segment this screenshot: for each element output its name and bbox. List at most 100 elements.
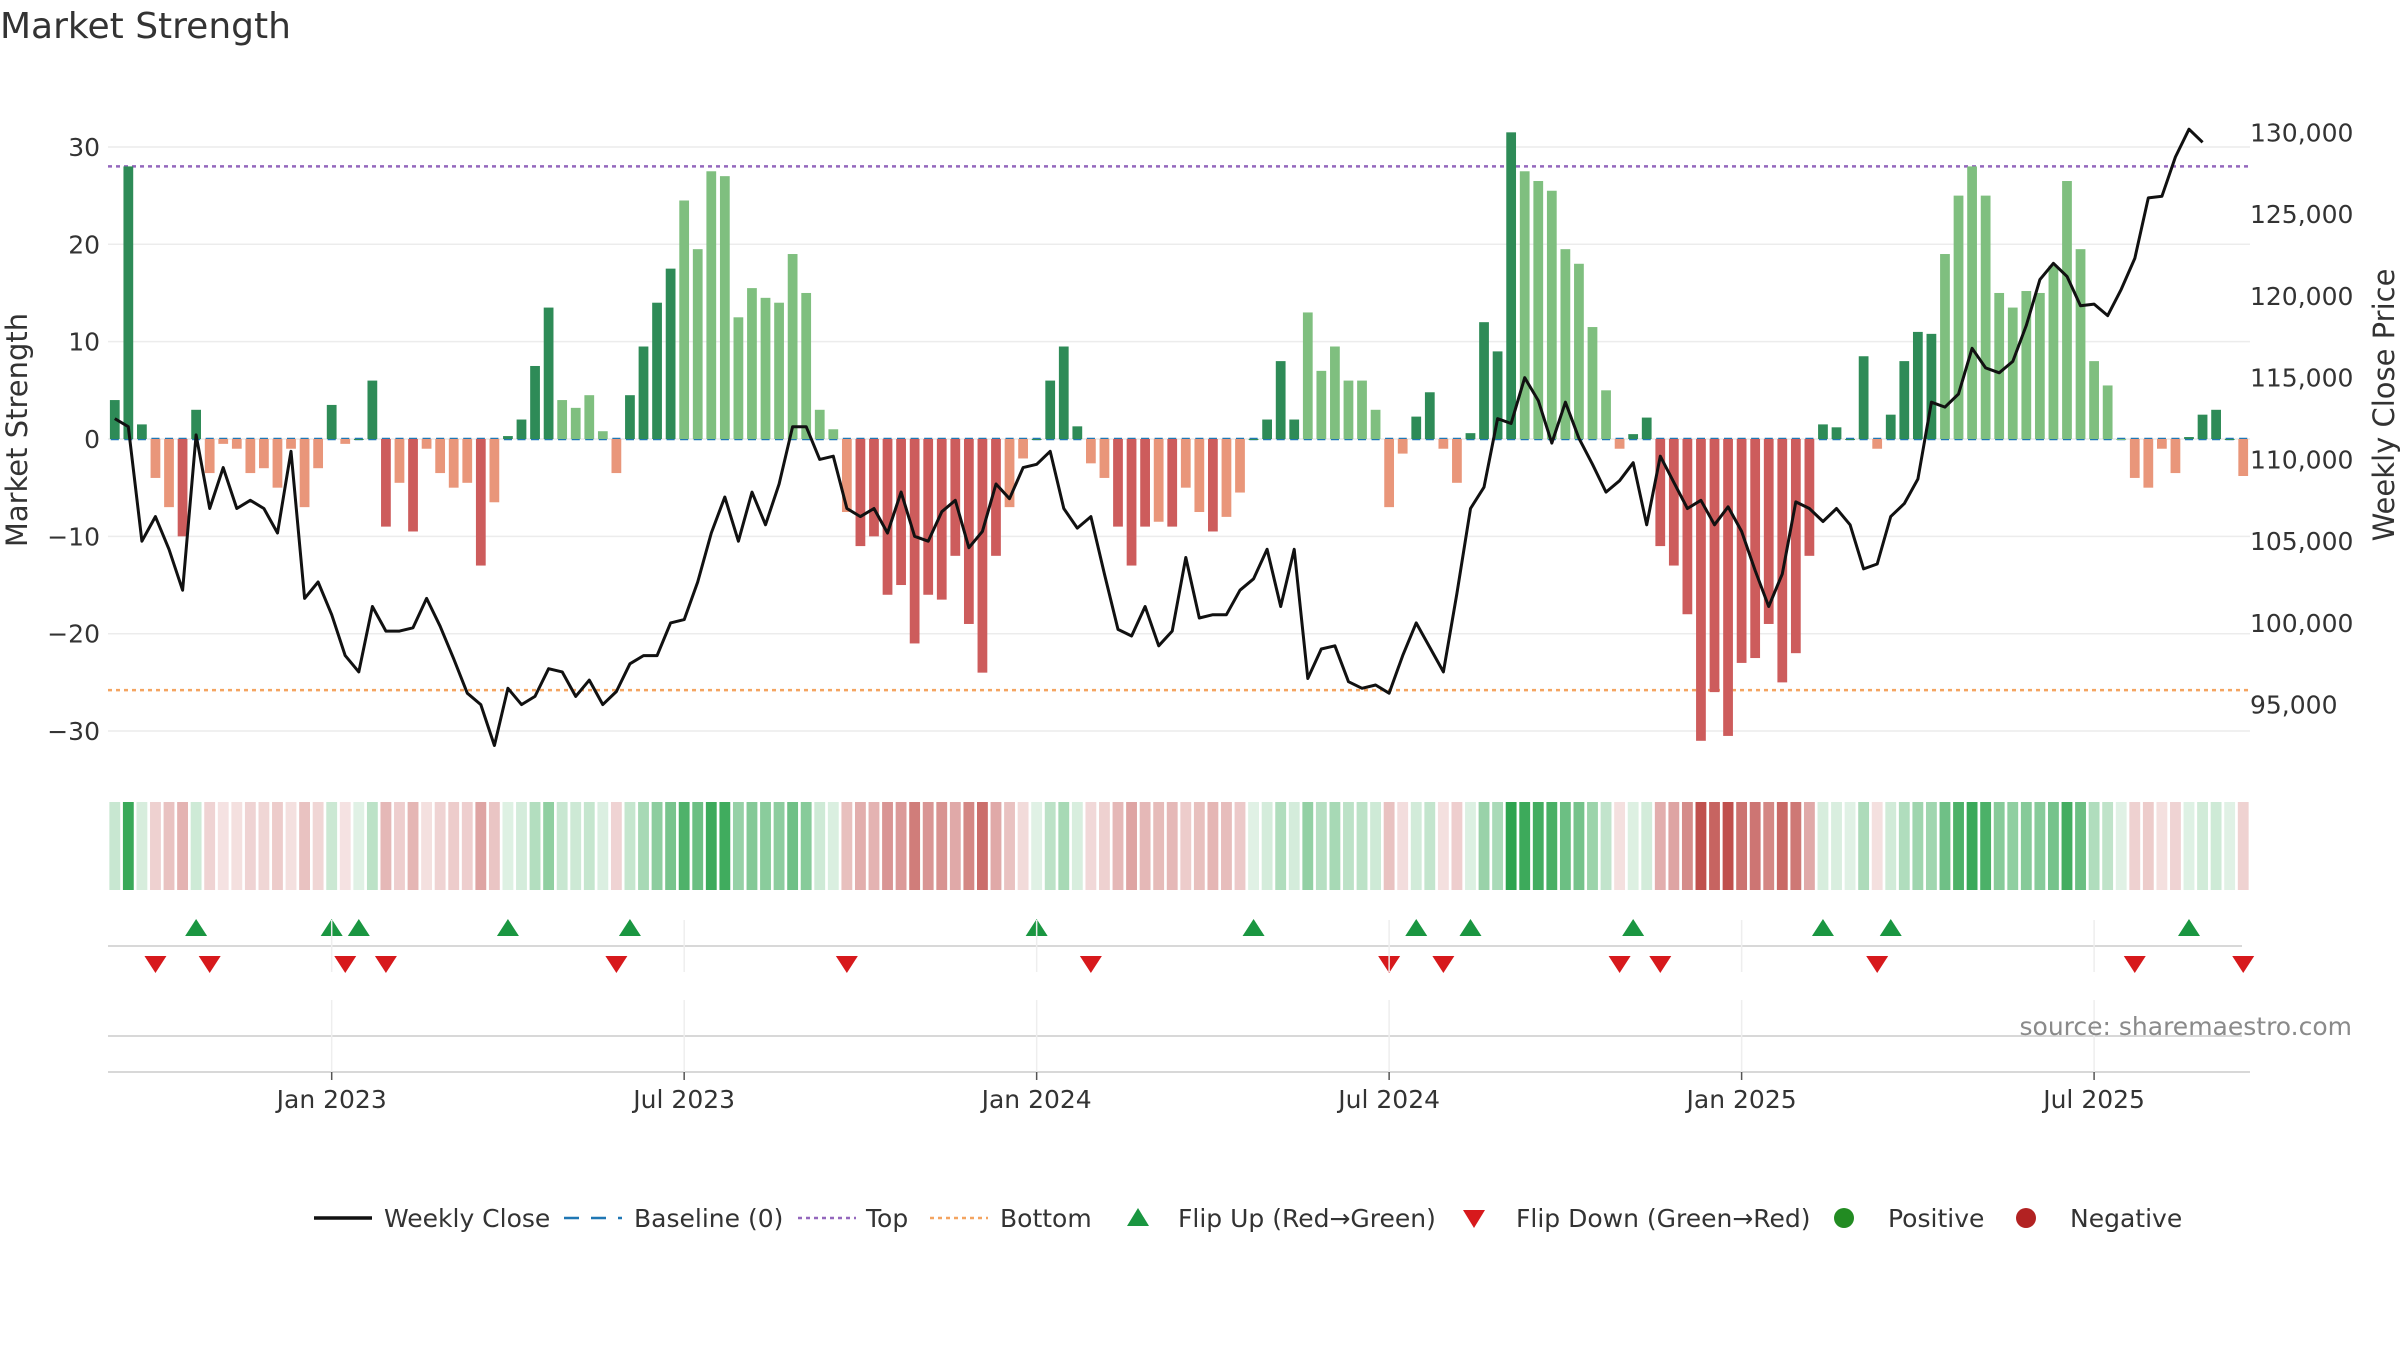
strip-cell [1668, 802, 1680, 890]
strength-bar [1641, 417, 1652, 439]
x-tick-label: Jul 2023 [631, 1085, 735, 1114]
strip-cell [488, 802, 500, 890]
strength-bar [801, 292, 812, 439]
strip-cell [2237, 802, 2249, 890]
strength-heat-strip [109, 802, 2249, 890]
strength-bar [1818, 424, 1828, 439]
strip-cell [244, 802, 256, 890]
strength-bar [1180, 439, 1191, 488]
strength-bar [1452, 439, 1462, 483]
y-tick-label: −20 [47, 620, 100, 649]
y-tick-label: −10 [47, 522, 100, 551]
strip-cell [556, 802, 568, 890]
y2-tick-label: 115,000 [2250, 364, 2353, 393]
strength-bar [2224, 439, 2235, 440]
strip-cell [1939, 802, 1951, 890]
strength-bar [2129, 439, 2140, 478]
strip-cell [2224, 802, 2236, 890]
strip-cell [2020, 802, 2032, 890]
strength-bar [638, 346, 649, 439]
strength-bar [869, 439, 879, 537]
strength-bar [1845, 439, 1855, 440]
strip-cell [624, 802, 636, 890]
strip-cell [1600, 802, 1612, 890]
strength-bar [1384, 439, 1395, 508]
strength-bar [909, 439, 920, 644]
flip-down-marker [1866, 956, 1889, 973]
strip-cell [1993, 802, 2005, 890]
strip-cell [1017, 802, 1029, 890]
strength-bar [2184, 437, 2194, 439]
legend-swatch-negative [2016, 1208, 2036, 1228]
strength-bar [1235, 439, 1245, 493]
strength-bar [1275, 361, 1286, 439]
strip-cell [2210, 802, 2222, 890]
strip-cell [529, 802, 541, 890]
strength-bar [1343, 380, 1354, 439]
y2-tick-label: 130,000 [2250, 119, 2353, 148]
strength-bar [2156, 439, 2167, 449]
strength-bar [747, 288, 757, 439]
strip-cell [150, 802, 161, 890]
strength-bar [855, 439, 866, 547]
strip-cell [543, 802, 555, 890]
strip-cell [2102, 802, 2114, 890]
strength-bar [828, 429, 839, 439]
strength-bar [2034, 292, 2045, 439]
flip-down-marker [2232, 956, 2255, 973]
strip-cell [1925, 802, 1937, 890]
strength-bar [1492, 351, 1503, 439]
strip-cell [1410, 802, 1422, 890]
strip-cell [1654, 802, 1666, 890]
strip-cell [2197, 802, 2208, 890]
strip-cell [217, 802, 229, 890]
strength-bar [177, 439, 188, 537]
strip-cell [1329, 802, 1341, 890]
strip-cell [1505, 802, 1517, 890]
strength-bar [1289, 419, 1300, 439]
strip-cell [231, 802, 243, 890]
strength-bar [1438, 439, 1449, 449]
chart-title: Market Strength [0, 6, 291, 47]
strip-cell [502, 802, 514, 890]
strength-bar [313, 439, 324, 469]
strip-cell [1424, 802, 1436, 890]
strip-cell [1790, 802, 1802, 890]
strip-cell [1044, 802, 1056, 890]
strength-bar [218, 439, 229, 444]
strip-cell [746, 802, 758, 890]
strip-cell [109, 802, 121, 890]
strength-bar [1519, 171, 1530, 439]
legend-label: Baseline (0) [634, 1204, 783, 1233]
legend-label: Flip Down (Green→Red) [1516, 1204, 1811, 1233]
strip-cell [1519, 802, 1531, 890]
strength-bar [896, 439, 906, 586]
strip-cell [1004, 802, 1015, 890]
strip-cell [258, 802, 270, 890]
strip-cell [1912, 802, 1924, 890]
flip-down-marker [605, 956, 628, 973]
strength-bar [584, 395, 595, 439]
strength-bar [1113, 439, 1123, 527]
strip-cell [326, 802, 338, 890]
weekly-close-line [114, 127, 2204, 747]
weekly-close-series [114, 127, 2204, 747]
strip-cell [732, 802, 744, 890]
strip-cell [1370, 802, 1381, 890]
strip-cell [461, 802, 473, 890]
strip-cell [2183, 802, 2195, 890]
strip-cell [1180, 802, 1192, 890]
strip-cell [1966, 802, 1978, 890]
strength-bar [1750, 439, 1761, 659]
strip-cell [1803, 802, 1815, 890]
flip-down-marker [1432, 956, 1455, 973]
strip-cell [407, 802, 419, 890]
strength-bar [1397, 439, 1408, 454]
strength-bar [1126, 439, 1137, 566]
strength-bar [1831, 427, 1842, 439]
strip-cell [1478, 802, 1490, 890]
strength-bar [1763, 439, 1774, 624]
strength-bar [1208, 439, 1218, 532]
strength-bar [462, 439, 473, 483]
